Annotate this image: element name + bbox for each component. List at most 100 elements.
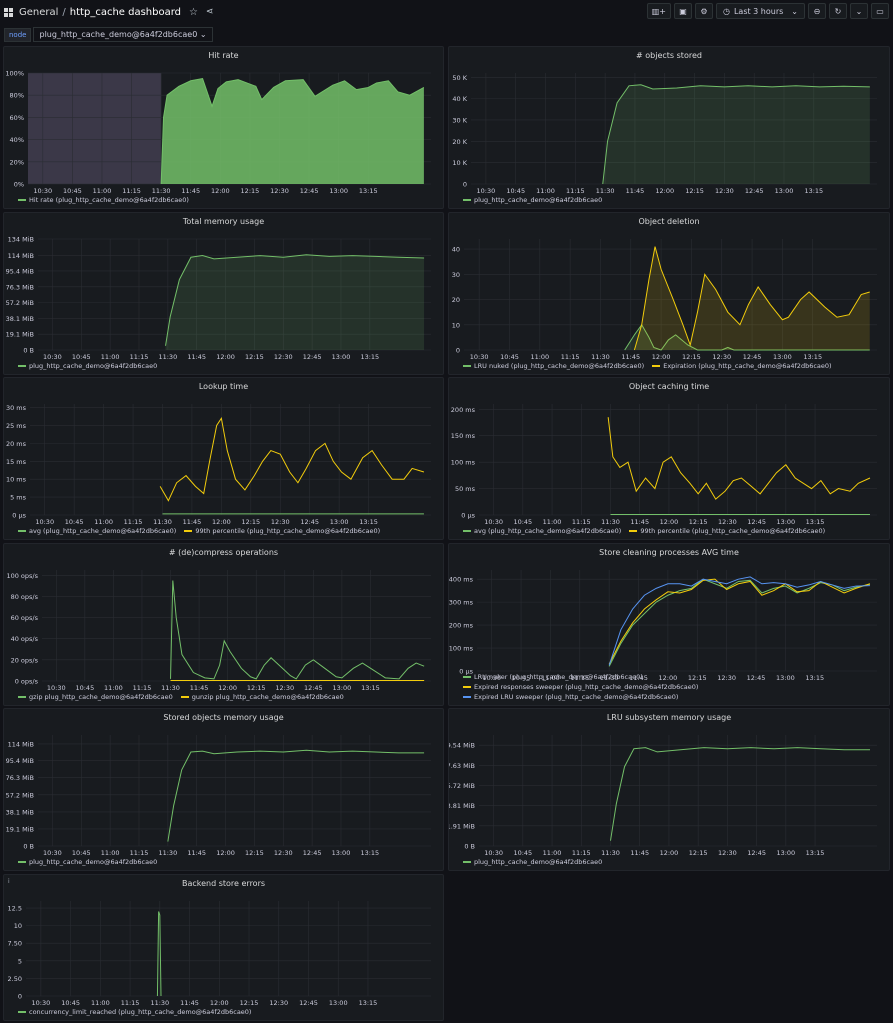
node-variable-select[interactable]: plug_http_cache_demo@6a4f2db6cae0 ⌄ [33, 27, 213, 42]
legend-item[interactable]: plug_http_cache_demo@6a4f2db6cae0 [18, 362, 157, 370]
legend-item[interactable]: concurrency_limit_reached (plug_http_cac… [18, 1008, 251, 1016]
legend-item[interactable]: avg (plug_http_cache_demo@6a4f2db6cae0) [463, 527, 621, 535]
y-tick-label: 20% [10, 158, 24, 166]
node-variable-label: node [4, 27, 32, 42]
lookup-time-panel[interactable]: Lookup time 0 µs 5 ms 10 ms 15 ms 20 ms 25 ms 3… [3, 377, 444, 540]
breadcrumb-root[interactable]: General [19, 6, 59, 18]
legend-item[interactable]: plug_http_cache_demo@6a4f2db6cae0 [463, 196, 602, 204]
refresh-interval-button[interactable]: ⌄ [850, 3, 868, 19]
panel-legend: LRU nuked (plug_http_cache_demo@6a4f2db6… [463, 362, 832, 370]
y-tick-label: 0 µs [12, 512, 26, 520]
object-caching-time-panel[interactable]: Object caching time 0 µs 50 ms 100 ms 150 ms… [448, 377, 890, 540]
series-line [624, 323, 870, 351]
x-tick-label: 12:45 [303, 353, 322, 361]
x-tick-label: 12:45 [747, 674, 766, 682]
lru-memory-panel[interactable]: LRU subsystem memory usage 0 B 1.91 MiB 3.8… [448, 708, 890, 871]
x-tick-label: 12:15 [685, 187, 704, 195]
x-tick-label: 11:00 [101, 849, 120, 857]
x-tick-label: 12:00 [216, 849, 235, 857]
legend-item[interactable]: Expiration (plug_http_cache_demo@6a4f2db… [652, 362, 832, 370]
x-tick-label: 10:30 [484, 518, 503, 526]
star-icon[interactable]: ☆ [189, 6, 198, 18]
x-tick-label: 11:00 [541, 674, 560, 682]
legend-item[interactable]: Expired LRU sweeper (plug_http_cache_dem… [463, 693, 678, 701]
y-tick-label: 40% [10, 136, 24, 144]
series-line [156, 911, 162, 997]
x-tick-label: 12:00 [655, 187, 674, 195]
legend-item[interactable]: LRU nuker (plug_http_cache_demo@6a4f2db6… [463, 673, 643, 681]
legend-label: Hit rate (plug_http_cache_demo@6a4f2db6c… [29, 196, 189, 204]
x-tick-label: 11:45 [181, 187, 200, 195]
y-tick-label: 200 ms [449, 622, 474, 630]
x-tick-label: 11:15 [133, 684, 152, 692]
store-cleaning-panel[interactable]: Store cleaning processes AVG time 0 µs 100… [448, 543, 890, 706]
legend-item[interactable]: gunzip plug_http_cache_demo@6a4f2db6cae0 [180, 693, 344, 701]
x-tick-label: 10:45 [513, 849, 532, 857]
dashboard-title[interactable]: http_cache dashboard [69, 6, 182, 18]
y-tick-label: 7.63 MiB [449, 762, 475, 770]
legend-item[interactable]: LRU nuked (plug_http_cache_demo@6a4f2db6… [463, 362, 644, 370]
y-tick-label: 114 MiB [8, 252, 34, 260]
legend-swatch [18, 365, 26, 367]
panel-title: Object deletion [638, 217, 700, 226]
settings-button[interactable]: ⚙ [694, 3, 713, 19]
legend-label: Expiration (plug_http_cache_demo@6a4f2db… [663, 362, 832, 370]
legend-item[interactable]: gzip plug_http_cache_demo@6a4f2db6cae0 [18, 693, 173, 701]
y-tick-label: 134 MiB [8, 236, 34, 244]
x-tick-label: 11:45 [630, 849, 649, 857]
x-tick-label: 13:00 [329, 999, 348, 1007]
panel-title: # objects stored [636, 51, 702, 60]
y-tick-label: 57.2 MiB [6, 791, 34, 799]
refresh-button[interactable]: ↻ [829, 3, 847, 19]
series-area [602, 84, 870, 184]
series-line [602, 84, 870, 185]
legend-item[interactable]: plug_http_cache_demo@6a4f2db6cae0 [18, 858, 157, 866]
share-icon[interactable]: ⋖ [206, 7, 214, 17]
x-tick-label: 12:00 [660, 849, 679, 857]
x-tick-label: 11:00 [91, 999, 110, 1007]
series-line [160, 77, 425, 185]
tv-mode-button[interactable]: ▭ [871, 3, 889, 19]
chart-svg: 0 2.50 5 7.50 10 12.5 10:30 10:45 11:00 11:15 11:3… [8, 901, 431, 1007]
y-tick-label: 10 [452, 321, 460, 329]
x-tick-label: 12:00 [210, 999, 229, 1007]
y-tick-label: 60% [10, 114, 24, 122]
x-tick-label: 11:30 [600, 674, 619, 682]
dashboards-grid-icon[interactable] [4, 7, 13, 17]
y-tick-label: 0 [18, 993, 22, 1001]
panel-legend: gzip plug_http_cache_demo@6a4f2db6cae0 gu… [18, 693, 344, 701]
legend-item[interactable]: 99th percentile (plug_http_cache_demo@6a… [184, 527, 380, 535]
series-line [159, 417, 425, 502]
legend-item[interactable]: Expired responses sweeper (plug_http_cac… [463, 683, 698, 691]
legend-item[interactable]: Hit rate (plug_http_cache_demo@6a4f2db6c… [18, 196, 189, 204]
legend-item[interactable]: 99th percentile (plug_http_cache_demo@6a… [629, 527, 825, 535]
x-tick-label: 10:30 [32, 999, 51, 1007]
y-tick-label: 0 µs [461, 512, 475, 520]
zoom-out-button[interactable]: ⊖ [808, 3, 826, 19]
x-tick-label: 11:45 [183, 518, 202, 526]
add-panel-button[interactable]: ▥+ [646, 3, 671, 19]
time-picker-button[interactable]: ◷ Last 3 hours ⌄ [715, 3, 805, 19]
x-tick-label: 11:30 [153, 518, 172, 526]
y-tick-label: 20 ops/s [11, 656, 39, 664]
y-tick-label: 0% [14, 181, 24, 189]
object-deletion-panel[interactable]: Object deletion 0 10 20 30 40 10:30 10:45 11:00 1… [448, 212, 890, 375]
hit-rate-panel[interactable]: Hit rate 0% 20% 40% 60% 80% 100% 10:30 10:45 11:0… [3, 46, 444, 209]
decompress-ops-panel[interactable]: # (de)compress operations 0 ops/s 20 ops/s… [3, 543, 444, 706]
y-tick-label: 10 [14, 922, 22, 930]
chart-svg: 0% 20% 40% 60% 80% 100% 10:30 10:45 11:00 11:15 11… [5, 70, 431, 195]
legend-item[interactable]: plug_http_cache_demo@6a4f2db6cae0 [463, 858, 602, 866]
y-tick-label: 0 B [23, 843, 34, 851]
x-tick-label: 12:30 [275, 684, 294, 692]
objects-stored-panel[interactable]: # objects stored 0 10 K 20 K 30 K 40 K 50 K 10:… [448, 46, 890, 209]
x-tick-label: 11:30 [150, 999, 169, 1007]
backend-errors-panel[interactable]: i Backend store errors 0 2.50 5 7.50 10 12.5 10:… [3, 874, 444, 1021]
zoom-out-icon: ⊖ [813, 6, 821, 16]
total-memory-panel[interactable]: Total memory usage 0 B 19.1 MiB 38.1 MiB 57.… [3, 212, 444, 375]
save-dashboard-button[interactable]: ▣ [673, 3, 692, 19]
panel-info-icon[interactable]: i [8, 878, 10, 885]
x-tick-label: 10:30 [484, 849, 503, 857]
legend-item[interactable]: avg (plug_http_cache_demo@6a4f2db6cae0) [18, 527, 176, 535]
stored-objects-memory-panel[interactable]: Stored objects memory usage 0 B 19.1 MiB 38… [3, 708, 444, 871]
x-tick-label: 10:45 [512, 674, 531, 682]
